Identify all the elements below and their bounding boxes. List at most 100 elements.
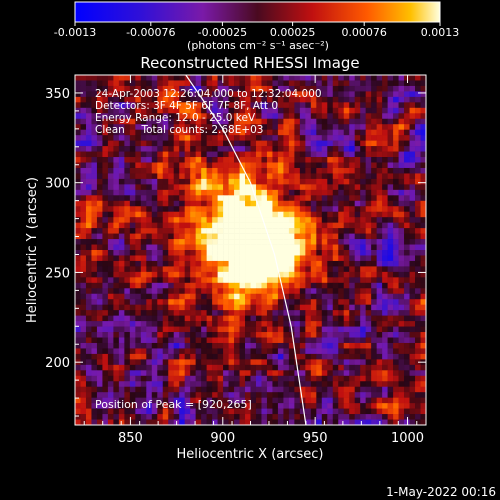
heatmap-cell: [168, 321, 175, 327]
heatmap-cell: [393, 348, 399, 355]
heatmap-cell: [294, 348, 301, 355]
heatmap-cell: [272, 250, 279, 256]
heatmap-cell: [212, 200, 218, 207]
heatmap-cell: [173, 277, 180, 284]
heatmap-cell: [151, 364, 158, 371]
heatmap-cell: [272, 189, 279, 196]
heatmap-cell: [310, 107, 317, 114]
heatmap-cell: [102, 107, 109, 114]
heatmap-cell: [245, 403, 251, 409]
heatmap-cell: [140, 113, 147, 120]
heatmap-cell: [365, 189, 372, 196]
heatmap-cell: [212, 140, 218, 147]
heatmap-cell: [272, 310, 279, 316]
heatmap-cell: [96, 364, 103, 371]
heatmap-cell: [288, 102, 295, 109]
heatmap-cell: [393, 162, 399, 169]
heatmap-cell: [195, 96, 202, 103]
heatmap-cell: [206, 277, 213, 284]
heatmap-cell: [349, 337, 356, 344]
heatmap-cell: [168, 315, 175, 322]
heatmap-cell: [102, 266, 109, 273]
heatmap-cell: [179, 255, 185, 262]
heatmap-cell: [146, 255, 153, 262]
heatmap-cell: [217, 118, 224, 125]
heatmap-cell: [283, 233, 290, 240]
heatmap-cell: [387, 375, 394, 382]
heatmap-cell: [255, 167, 262, 174]
heatmap-cell: [365, 408, 372, 415]
heatmap-cell: [338, 173, 345, 180]
heatmap-cell: [387, 277, 394, 284]
heatmap-cell: [283, 206, 290, 213]
heatmap-cell: [212, 162, 218, 169]
heatmap-cell: [234, 255, 240, 262]
heatmap-cell: [228, 419, 235, 425]
heatmap-cell: [404, 299, 410, 305]
heatmap-cell: [223, 113, 229, 120]
heatmap-cell: [124, 222, 131, 229]
heatmap-cell: [217, 315, 224, 322]
heatmap-cell: [305, 310, 312, 316]
heatmap-cell: [239, 353, 246, 360]
heatmap-cell: [184, 124, 191, 130]
heatmap-cell: [212, 167, 218, 174]
heatmap-cell: [409, 107, 416, 114]
heatmap-cell: [387, 162, 394, 169]
heatmap-cell: [245, 310, 251, 316]
heatmap-cell: [217, 271, 224, 278]
heatmap-cell: [382, 359, 388, 366]
heatmap-cell: [157, 282, 164, 289]
heatmap-cell: [184, 140, 191, 147]
heatmap-cell: [266, 260, 273, 267]
heatmap-cell: [250, 282, 257, 289]
heatmap-cell: [245, 370, 251, 377]
heatmap-cell: [162, 315, 169, 322]
heatmap-cell: [277, 315, 284, 322]
heatmap-cell: [316, 255, 323, 262]
heatmap-cell: [184, 282, 191, 289]
heatmap-cell: [75, 140, 81, 147]
heatmap-cell: [382, 75, 388, 81]
heatmap-cell: [365, 348, 372, 355]
heatmap-cell: [261, 386, 268, 393]
heatmap-cell: [250, 414, 257, 420]
heatmap-cell: [162, 408, 169, 415]
heatmap-cell: [195, 266, 202, 273]
heatmap-cell: [387, 80, 394, 87]
heatmap-cell: [85, 173, 92, 180]
heatmap-cell: [409, 151, 416, 158]
heatmap-cell: [354, 102, 361, 109]
heatmap-cell: [365, 414, 372, 420]
heatmap-cell: [360, 293, 366, 300]
heatmap-cell: [212, 419, 218, 425]
heatmap-cell: [151, 332, 158, 338]
heatmap-cell: [305, 178, 312, 185]
heatmap-cell: [321, 293, 328, 300]
heatmap-cell: [415, 167, 421, 174]
heatmap-cell: [124, 403, 131, 409]
heatmap-cell: [294, 359, 301, 366]
heatmap-cell: [184, 271, 191, 278]
heatmap-cell: [261, 91, 268, 98]
heatmap-cell: [179, 129, 185, 136]
heatmap-cell: [393, 271, 399, 278]
heatmap-cell: [354, 414, 361, 420]
heatmap-cell: [179, 195, 185, 202]
heatmap-cell: [321, 200, 328, 207]
heatmap-cell: [118, 392, 125, 398]
heatmap-cell: [343, 195, 350, 202]
heatmap-cell: [404, 386, 410, 393]
heatmap-cell: [272, 162, 279, 169]
heatmap-cell: [96, 397, 103, 404]
heatmap-cell: [124, 386, 131, 393]
heatmap-cell: [195, 288, 202, 295]
heatmap-cell: [96, 107, 103, 114]
heatmap-cell: [135, 75, 142, 81]
heatmap-cell: [305, 184, 312, 191]
heatmap-cell: [151, 189, 158, 196]
heatmap-cell: [107, 107, 114, 114]
heatmap-cell: [321, 408, 328, 415]
heatmap-cell: [349, 304, 356, 311]
heatmap-cell: [162, 288, 169, 295]
